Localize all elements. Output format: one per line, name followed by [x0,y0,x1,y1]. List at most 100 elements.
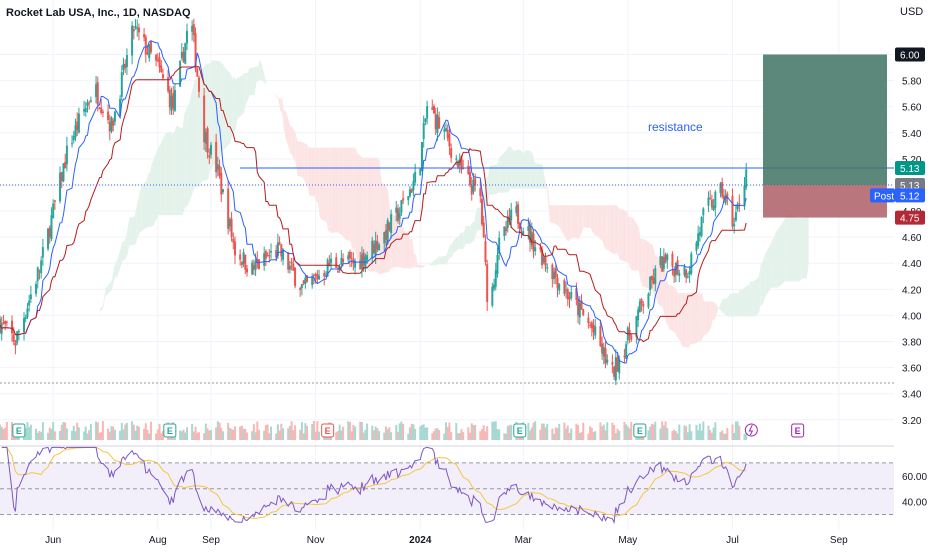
cloud-segment [735,293,737,316]
volume-bar [363,433,365,440]
volume-bar [294,425,296,440]
cloud-segment [246,73,248,104]
volume-bar [287,428,289,440]
cloud-segment [670,285,675,332]
earnings-marker[interactable]: E [634,424,646,437]
cloud-segment [243,73,245,114]
volume-bar [335,432,337,440]
volume-bar [207,428,209,440]
cloud-segment [622,209,627,262]
cloud-segment [788,214,790,282]
cloud-segment [773,237,775,288]
candle[interactable] [563,278,565,296]
cloud-segment [171,132,173,215]
x-tick-label: Sep [202,535,220,546]
currency-label[interactable]: USD [900,6,923,18]
y-tick-label: 3.80 [902,338,922,349]
candle[interactable] [294,267,296,288]
target-zone[interactable] [763,54,887,184]
volume-bar [306,426,308,440]
cloud-segment [222,64,224,154]
candle[interactable] [196,67,198,77]
volume-bar [448,423,450,440]
volume-bar [64,422,66,440]
cloud-segment [148,172,150,227]
volume-bar [471,423,473,440]
volume-bar [409,427,411,440]
cloud-segment [234,77,236,132]
candle[interactable] [47,228,49,251]
candle[interactable] [62,163,64,182]
cloud-segment [316,148,318,205]
cloud-segment [291,127,293,156]
volume-bar [605,430,607,440]
volume-bar [569,433,571,440]
volume-bar [719,432,721,440]
volume-bar [385,426,387,440]
candle[interactable] [690,252,692,276]
cloud-segment [764,253,766,301]
cloud-segment [224,65,226,149]
volume-bar [484,431,486,440]
earnings-marker[interactable]: E [13,424,25,437]
candle[interactable] [661,256,663,272]
volume-bar [546,424,548,440]
cloud-segment [620,209,622,260]
candle[interactable] [227,181,229,234]
volume-bar [74,431,76,440]
cloud-segment [294,130,296,163]
candle[interactable] [258,259,260,270]
volume-bar [299,430,301,440]
cloud-segment [615,205,617,254]
x-tick-label: Mar [515,535,533,546]
candle[interactable] [111,116,113,133]
cloud-segment [176,126,178,215]
svg-text:6.00: 6.00 [900,50,920,61]
cloud-segment [574,205,579,239]
candle[interactable] [150,40,152,54]
volume-bar [496,429,498,440]
volume-bar [731,424,733,440]
candle[interactable] [647,292,649,309]
cloud-segment [752,281,754,316]
volume-bar [629,429,631,440]
volume-bar [241,426,243,440]
volume-bar [582,423,584,440]
cloud-segment [570,205,572,239]
cloud-segment [146,174,148,228]
earnings-marker[interactable]: E [514,424,526,437]
volume-bar [114,430,116,440]
volume-bar [136,426,138,440]
candle[interactable] [419,168,421,176]
cloud-segment [327,148,329,232]
rsi-tick-label: 60.00 [902,472,927,483]
event-icon[interactable] [745,424,757,436]
volume-bar [267,424,269,440]
volume-bar [431,433,433,440]
cloud-segment [153,147,158,225]
earnings-marker[interactable]: E [322,424,334,437]
cloud-segment [364,158,366,269]
volume-bar [723,434,725,440]
cloud-segment [502,150,507,193]
cloud-segment [692,293,694,344]
candle[interactable] [203,88,205,150]
cloud-segment [498,157,500,193]
cloud-segment [435,259,437,265]
volume-bar [725,434,727,440]
earnings-marker[interactable]: E [164,424,176,437]
candle[interactable] [184,43,186,65]
volume-bar [390,432,392,440]
earnings-marker[interactable]: E [792,424,804,437]
stop-zone[interactable] [763,185,887,218]
candle[interactable] [388,222,390,232]
cloud-segment [260,60,262,80]
volume-bar [399,423,401,440]
candle[interactable] [701,216,703,237]
cloud-segment [304,143,306,184]
cloud-segment [442,255,447,264]
cloud-segment [592,205,594,234]
volume-bar [486,426,488,440]
volume-bar [593,432,595,440]
